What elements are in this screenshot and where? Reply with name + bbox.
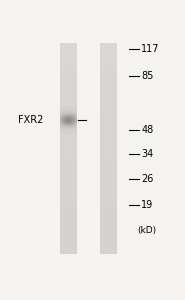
Text: 117: 117 <box>141 44 160 54</box>
Text: FXR2: FXR2 <box>18 115 44 125</box>
Text: 19: 19 <box>141 200 154 210</box>
Text: 34: 34 <box>141 149 154 159</box>
Text: 26: 26 <box>141 174 154 184</box>
Text: 48: 48 <box>141 125 154 135</box>
Text: 85: 85 <box>141 71 154 81</box>
Text: (kD): (kD) <box>137 226 156 235</box>
